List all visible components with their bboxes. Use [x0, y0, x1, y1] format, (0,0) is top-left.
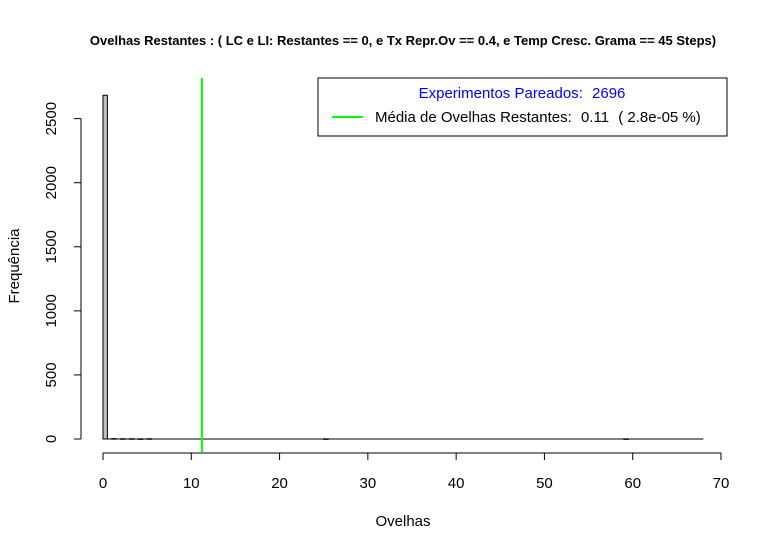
y-tick-label: 1000 — [43, 294, 60, 327]
x-tick-label: 0 — [99, 475, 107, 492]
x-tick-label: 20 — [271, 475, 288, 492]
legend: Experimentos Pareados: 2696 Média de Ove… — [317, 77, 728, 137]
y-tick-label: 0 — [43, 435, 60, 443]
y-tick-label: 2500 — [43, 102, 60, 135]
x-tick-label: 30 — [360, 475, 377, 492]
legend-header: Experimentos Pareados: 2696 — [419, 85, 626, 102]
y-tick-label: 1500 — [43, 230, 60, 263]
legend-box — [317, 77, 728, 137]
y-tick-label: 500 — [43, 362, 60, 387]
x-tick-label: 60 — [624, 475, 641, 492]
y-tick-label: 2000 — [43, 166, 60, 199]
x-axis-label: Ovelhas — [375, 513, 430, 530]
x-axis: 0 10 20 30 40 50 60 70 — [99, 452, 730, 492]
histogram-bar — [102, 94, 108, 440]
legend-header-value: 2696 — [592, 85, 625, 102]
legend-entry-label: Média de Ovelhas Restantes: — [375, 109, 572, 126]
legend-header-label: Experimentos Pareados: — [419, 85, 583, 102]
y-axis: 0 500 1000 1500 2000 2500 — [43, 102, 82, 443]
y-axis-label: Frequência — [6, 228, 23, 304]
x-tick-label: 40 — [448, 475, 465, 492]
chart-title: Ovelhas Restantes : ( LC e LI: Restantes… — [90, 33, 716, 48]
histogram-bars — [102, 94, 704, 440]
legend-entry-mean: 0.11 — [581, 109, 609, 126]
x-tick-label: 70 — [713, 475, 730, 492]
x-tick-label: 50 — [536, 475, 553, 492]
legend-entry-pct: ( 2.8e-05 %) — [618, 109, 701, 126]
x-tick-label: 10 — [183, 475, 200, 492]
legend-entry: Média de Ovelhas Restantes: 0.11 ( 2.8e-… — [375, 109, 701, 126]
